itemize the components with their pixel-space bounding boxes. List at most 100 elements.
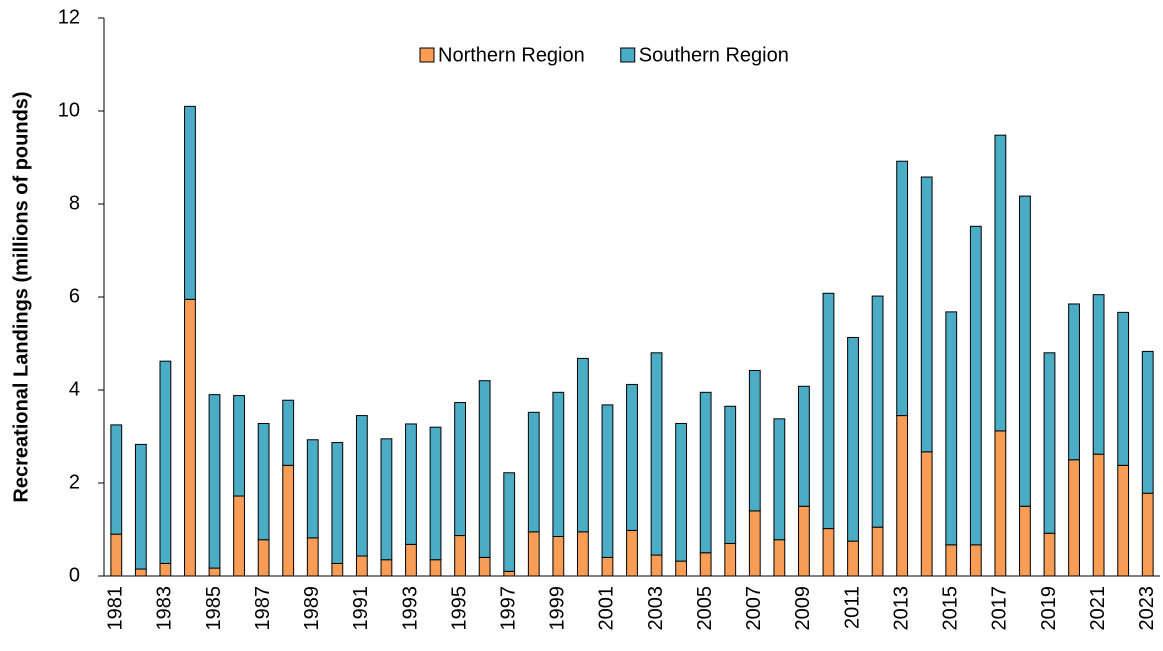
bar-segment — [552, 535, 565, 577]
x-tick-label: 1981 — [105, 586, 127, 631]
legend-label: Southern Region — [639, 44, 789, 66]
bar-segment — [380, 559, 393, 577]
bar-segment — [675, 422, 688, 562]
bar-segment — [576, 357, 589, 533]
bar-segment — [184, 105, 196, 300]
bar-segment — [920, 451, 933, 577]
bar-segment — [773, 539, 786, 577]
bar-segment — [527, 531, 540, 577]
bar-segment — [724, 405, 737, 544]
bar-segment — [1117, 311, 1130, 466]
y-tick-label: 6 — [69, 285, 80, 307]
bar-segment — [1043, 532, 1056, 577]
bar-segment — [871, 295, 884, 528]
x-tick-label: 2007 — [743, 586, 765, 631]
bar-segment — [110, 424, 123, 535]
x-tick-label: 2009 — [792, 586, 814, 631]
x-tick-label: 2001 — [596, 586, 618, 631]
bar-segment — [134, 568, 147, 577]
x-tick-label: 2011 — [841, 586, 863, 629]
bar-segment — [159, 562, 172, 577]
legend-swatch — [620, 47, 636, 63]
bar-segment — [822, 528, 835, 577]
bar-segment — [748, 510, 761, 577]
bar-segment — [847, 336, 859, 542]
x-tick-label: 1985 — [203, 586, 225, 631]
bar-segment — [527, 411, 540, 533]
bar-segment — [650, 554, 663, 577]
bar-segment — [478, 380, 491, 558]
x-tick-label: 2015 — [940, 586, 962, 631]
bar-segment — [724, 542, 737, 577]
bar-segment — [969, 225, 982, 546]
legend-swatch — [419, 47, 435, 63]
x-tick-label: 2005 — [694, 586, 716, 631]
bar-segment — [994, 134, 1007, 432]
y-tick-label: 8 — [69, 192, 80, 214]
x-tick-label: 1989 — [301, 586, 323, 631]
bar-segment — [798, 505, 810, 577]
bar-segment — [110, 533, 123, 577]
bar-segment — [675, 560, 688, 577]
bar-segment — [380, 438, 393, 561]
bar-segment — [429, 559, 442, 577]
x-tick-label: 2019 — [1038, 586, 1060, 631]
x-tick-label: 1983 — [154, 586, 176, 631]
x-tick-label: 2003 — [645, 586, 667, 631]
y-tick-label: 4 — [69, 378, 80, 400]
bar-segment — [1117, 464, 1130, 577]
bar-segment — [773, 418, 786, 541]
x-tick-label: 2013 — [890, 586, 912, 631]
bar-segment — [1092, 294, 1105, 455]
bar-segment — [306, 537, 319, 577]
y-tick-label: 2 — [69, 471, 80, 493]
bar-segment — [478, 556, 491, 577]
x-tick-label: 1997 — [497, 586, 519, 631]
bar-segment — [1068, 303, 1080, 461]
bar-segment — [945, 544, 958, 577]
bar-segment — [601, 404, 614, 558]
bar-segment — [331, 442, 344, 564]
bar-segment — [748, 369, 761, 512]
bar-segment — [945, 311, 958, 546]
bar-segment — [208, 394, 221, 569]
bar-segment — [355, 555, 368, 577]
x-tick-label: 1987 — [252, 586, 274, 631]
bar-segment — [896, 415, 909, 577]
bar-segment — [699, 552, 712, 577]
bar-segment — [1043, 352, 1056, 534]
bar-segment — [405, 423, 417, 545]
bar-segment — [1141, 492, 1154, 577]
y-tick-label: 10 — [58, 99, 80, 121]
bar-segment — [257, 422, 270, 541]
x-tick-label: 1993 — [399, 586, 421, 631]
bar-segment — [896, 160, 909, 417]
y-tick-label: 12 — [58, 6, 80, 28]
bar-segment — [405, 543, 417, 577]
y-axis-title: Recreational Landings (millions of pound… — [10, 91, 32, 502]
bar-segment — [233, 395, 245, 497]
bar-segment — [822, 292, 835, 530]
bar-segment — [1141, 350, 1154, 494]
bar-segment — [920, 176, 933, 453]
bar-segment — [184, 298, 196, 577]
bar-segment — [847, 540, 859, 577]
bar-segment — [429, 426, 442, 561]
x-tick-label: 1995 — [448, 586, 470, 631]
bar-segment — [798, 385, 810, 507]
bar-segment — [994, 430, 1007, 577]
bar-segment — [1068, 459, 1080, 577]
bar-segment — [699, 391, 712, 554]
bar-segment — [552, 391, 565, 537]
bar-segment — [576, 531, 589, 577]
x-tick-label: 2023 — [1136, 586, 1158, 631]
bar-segment — [331, 562, 344, 577]
bar-segment — [969, 544, 982, 577]
bar-segment — [134, 443, 147, 570]
x-tick-label: 2017 — [989, 586, 1011, 631]
bar-segment — [233, 495, 245, 577]
x-tick-label: 1991 — [350, 586, 372, 631]
bar-segment — [503, 570, 516, 577]
legend-label: Northern Region — [438, 44, 585, 66]
